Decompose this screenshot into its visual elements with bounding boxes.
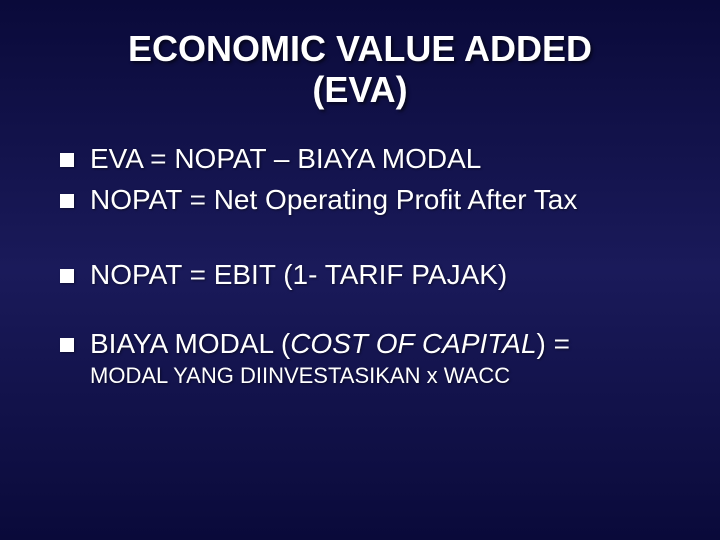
bullet-item: BIAYA MODAL (COST OF CAPITAL) = (56, 326, 670, 361)
bullet-text: NOPAT = EBIT (1- TARIF PAJAK) (90, 259, 507, 290)
bullet-item: NOPAT = EBIT (1- TARIF PAJAK) (56, 257, 670, 292)
bullet-item: NOPAT = Net Operating Profit After Tax (56, 182, 670, 217)
slide-title: ECONOMIC VALUE ADDED (EVA) (50, 28, 670, 111)
spacer (50, 292, 670, 326)
bullet-group-3: BIAYA MODAL (COST OF CAPITAL) = (50, 326, 670, 361)
spacer (50, 223, 670, 257)
bullet-subline: MODAL YANG DIINVESTASIKAN x WACC (50, 363, 670, 389)
slide-container: ECONOMIC VALUE ADDED (EVA) EVA = NOPAT –… (0, 0, 720, 540)
bullet-text: NOPAT = Net Operating Profit After Tax (90, 184, 577, 215)
bullet-item: EVA = NOPAT – BIAYA MODAL (56, 141, 670, 176)
title-line-1: ECONOMIC VALUE ADDED (128, 28, 592, 69)
bullet-text-prefix: BIAYA MODAL ( (90, 328, 290, 359)
bullet-group-1: EVA = NOPAT – BIAYA MODAL NOPAT = Net Op… (50, 141, 670, 217)
bullet-text: EVA = NOPAT – BIAYA MODAL (90, 143, 481, 174)
bullet-text-suffix: ) = (537, 328, 570, 359)
title-line-2: (EVA) (312, 69, 407, 110)
bullet-group-2: NOPAT = EBIT (1- TARIF PAJAK) (50, 257, 670, 292)
bullet-text-italic: COST OF CAPITAL (290, 328, 536, 359)
